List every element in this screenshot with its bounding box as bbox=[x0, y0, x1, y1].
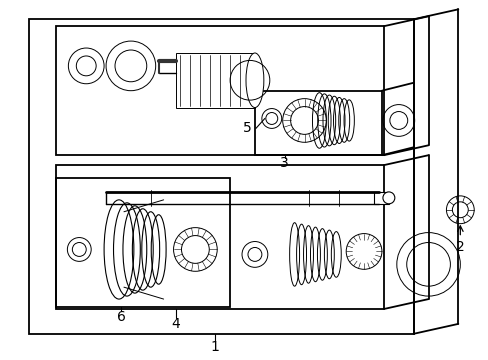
Text: 2: 2 bbox=[455, 240, 464, 255]
Bar bbox=[56, 26, 383, 155]
Bar bbox=[56, 178, 230, 307]
Bar bbox=[175, 53, 254, 108]
Bar bbox=[373, 192, 388, 204]
Text: 5: 5 bbox=[243, 121, 251, 135]
Bar bbox=[29, 19, 413, 334]
Text: 6: 6 bbox=[116, 310, 125, 324]
Bar bbox=[254, 91, 381, 155]
Ellipse shape bbox=[382, 192, 394, 204]
Text: 3: 3 bbox=[280, 156, 288, 170]
Ellipse shape bbox=[245, 53, 264, 108]
Text: 1: 1 bbox=[210, 340, 219, 354]
Bar bbox=[56, 165, 383, 309]
Text: 4: 4 bbox=[171, 317, 180, 331]
